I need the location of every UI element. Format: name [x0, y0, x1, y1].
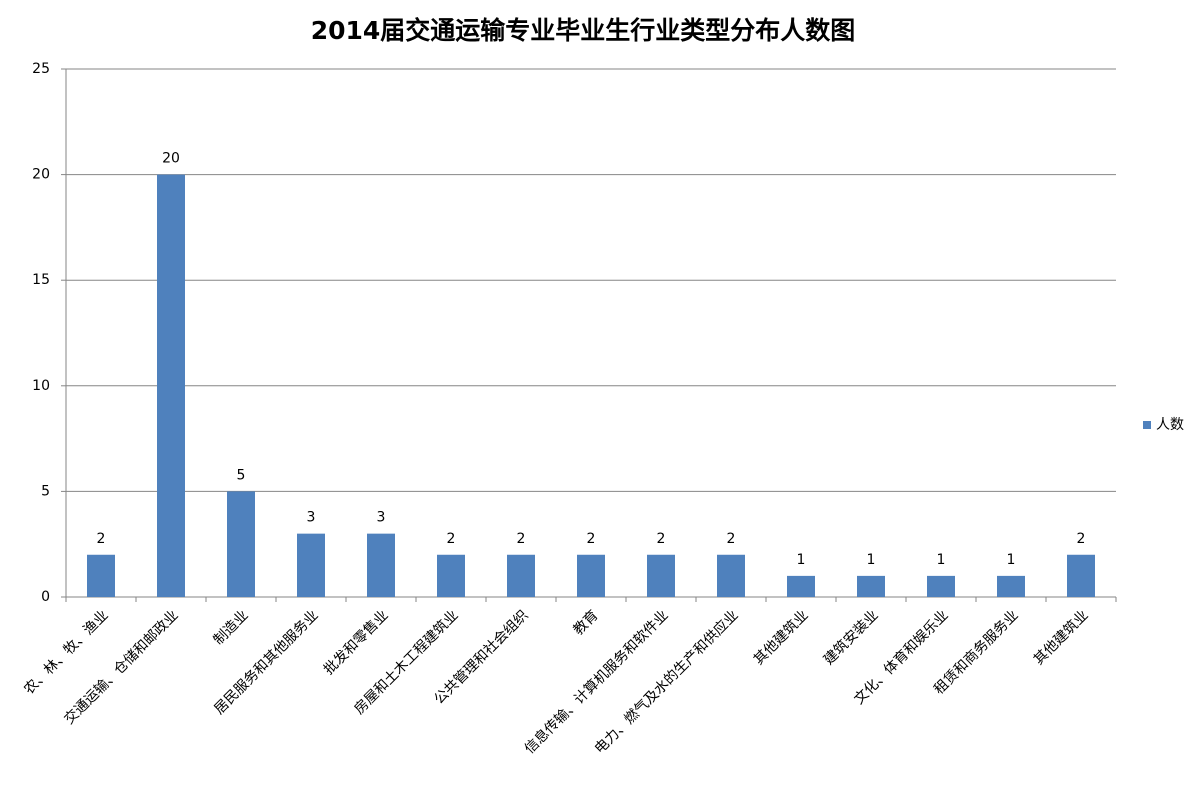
bar — [507, 554, 535, 597]
y-tick-label: 20 — [32, 167, 50, 183]
bar — [437, 554, 465, 597]
data-label: 3 — [377, 510, 386, 526]
data-label: 2 — [517, 531, 526, 547]
legend-label: 人数 — [1156, 417, 1184, 433]
y-tick-label: 25 — [32, 61, 50, 77]
data-label: 5 — [237, 467, 246, 483]
bar — [647, 554, 675, 597]
x-tick-label: 批发和零售业 — [321, 607, 392, 678]
x-tick-label: 其他建筑业 — [751, 607, 812, 668]
data-label: 2 — [657, 531, 666, 547]
bar — [787, 575, 815, 597]
bar — [1067, 554, 1095, 597]
bar — [857, 575, 885, 597]
y-tick-label: 5 — [41, 483, 50, 499]
x-tick-label: 信息传输、计算机服务和软件业 — [521, 607, 672, 758]
y-tick-label: 15 — [32, 272, 50, 288]
data-label: 1 — [937, 552, 946, 568]
data-label: 1 — [1007, 552, 1016, 568]
bar — [157, 174, 185, 597]
y-tick-label: 10 — [32, 378, 50, 394]
bar — [87, 554, 115, 597]
legend-swatch — [1143, 421, 1151, 429]
data-label: 1 — [797, 552, 806, 568]
data-label: 2 — [727, 531, 736, 547]
data-label: 3 — [307, 510, 316, 526]
data-label: 1 — [867, 552, 876, 568]
bar — [927, 575, 955, 597]
bar — [577, 554, 605, 597]
x-tick-label: 教育 — [571, 607, 602, 638]
x-tick-label: 交通运输、仓储和邮政业 — [61, 607, 182, 728]
data-label: 20 — [162, 151, 180, 167]
bar — [297, 533, 325, 597]
chart-title: 2014届交通运输专业毕业生行业类型分布人数图 — [311, 16, 856, 45]
data-label: 2 — [1077, 531, 1086, 547]
x-tick-label: 制造业 — [211, 607, 252, 648]
data-label: 2 — [97, 531, 106, 547]
x-tick-label: 建筑安装业 — [821, 607, 882, 668]
x-tick-label: 其他建筑业 — [1031, 607, 1092, 668]
data-label: 2 — [587, 531, 596, 547]
bar — [997, 575, 1025, 597]
y-tick-label: 0 — [41, 589, 50, 605]
bar — [227, 491, 255, 597]
bar — [717, 554, 745, 597]
data-label: 2 — [447, 531, 456, 547]
x-tick-label: 电力、燃气及水的生产和供应业 — [591, 607, 742, 758]
bar — [367, 533, 395, 597]
